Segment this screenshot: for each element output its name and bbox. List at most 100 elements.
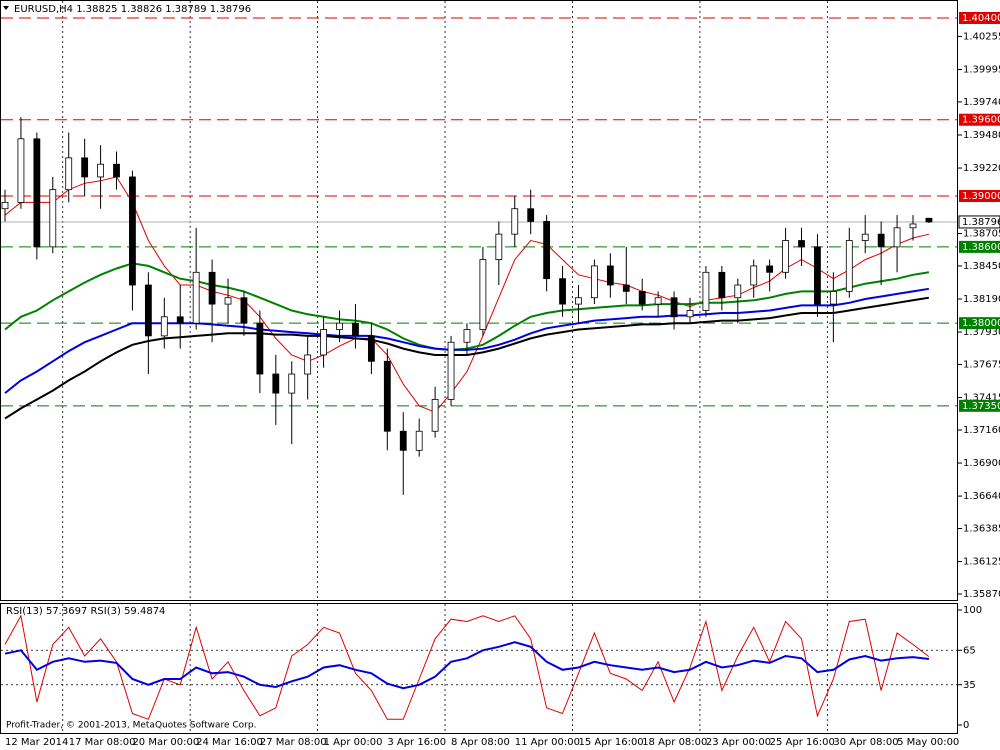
candle-body bbox=[81, 157, 89, 178]
candle-body bbox=[160, 316, 168, 337]
x-tick-label: 18 Apr 08:00 bbox=[642, 737, 707, 748]
candle-body bbox=[654, 297, 662, 305]
rsi-tick-label: 65 bbox=[963, 645, 976, 656]
candle-body bbox=[638, 290, 646, 305]
candle-body bbox=[113, 163, 120, 178]
y-tick-label: 1.37675 bbox=[963, 359, 1000, 370]
candle-body bbox=[431, 399, 439, 432]
y-tick-label: 1.38450 bbox=[963, 261, 1000, 272]
y-tick-label: 1.38705 bbox=[963, 229, 1000, 240]
candle-body bbox=[893, 227, 901, 248]
y-tick-label: 1.37930 bbox=[963, 327, 1000, 338]
x-tick-label: 17 Mar 08:00 bbox=[69, 737, 136, 748]
candle-body bbox=[129, 176, 136, 286]
y-tick-label: 1.36900 bbox=[963, 458, 1000, 469]
moving-average bbox=[4, 176, 930, 413]
level-label-box bbox=[959, 317, 1000, 330]
level-label-box bbox=[959, 12, 1000, 24]
level-label: 1.39600 bbox=[962, 115, 1000, 126]
candle-body bbox=[829, 290, 837, 305]
candle-body bbox=[304, 354, 312, 375]
candle-body bbox=[718, 271, 726, 299]
y-tick-label: 1.39480 bbox=[963, 130, 1000, 141]
moving-average bbox=[4, 296, 930, 420]
candle-body bbox=[176, 316, 184, 324]
candle-body bbox=[33, 138, 41, 248]
candle-body bbox=[734, 284, 742, 299]
candle-body bbox=[336, 322, 343, 330]
candle-body bbox=[543, 221, 551, 280]
candle-body bbox=[845, 240, 853, 292]
candle-body bbox=[447, 341, 455, 400]
level-label-box bbox=[959, 190, 1000, 203]
rsi-line bbox=[4, 614, 930, 720]
candle-body bbox=[925, 217, 933, 223]
candle-body bbox=[224, 297, 232, 305]
candle-body bbox=[320, 329, 328, 356]
candle-body bbox=[559, 278, 566, 305]
rsi-tick-label: 0 bbox=[963, 720, 969, 731]
level-label-box bbox=[959, 113, 1000, 126]
candle-body bbox=[591, 265, 598, 299]
level-label-box bbox=[959, 240, 1000, 253]
rsi-tick-label: 35 bbox=[963, 680, 976, 691]
candle-body bbox=[814, 246, 821, 305]
y-tick-label: 1.40255 bbox=[963, 31, 1000, 42]
x-tick-label: 30 Apr 08:00 bbox=[833, 737, 898, 748]
candle-body bbox=[511, 208, 519, 235]
candle-body bbox=[622, 284, 630, 292]
x-tick-label: 20 Mar 00:00 bbox=[132, 737, 199, 748]
header-arrow bbox=[3, 6, 9, 10]
candle-body bbox=[606, 265, 614, 286]
candle-body bbox=[479, 259, 487, 330]
candle-body bbox=[861, 233, 869, 241]
candle-body bbox=[352, 322, 359, 337]
x-tick-label: 25 Apr 16:00 bbox=[770, 737, 835, 748]
level-label: 1.40400 bbox=[962, 13, 1000, 24]
x-tick-label: 11 Apr 00:00 bbox=[515, 737, 580, 748]
x-tick-label: 8 Apr 08:00 bbox=[451, 737, 510, 748]
candle-body bbox=[256, 322, 264, 375]
candle-body bbox=[750, 265, 758, 286]
x-tick-label: 24 Mar 16:00 bbox=[196, 737, 263, 748]
candle-body bbox=[877, 233, 885, 248]
candle-body bbox=[782, 240, 789, 273]
candle-body bbox=[65, 157, 73, 191]
candle-body bbox=[766, 265, 774, 273]
x-tick-label: 23 Apr 00:00 bbox=[706, 737, 771, 748]
candle-body bbox=[463, 329, 471, 343]
rsi-line bbox=[4, 641, 930, 690]
candle-body bbox=[208, 271, 216, 305]
level-label-box bbox=[959, 399, 1000, 412]
y-tick-label: 1.39220 bbox=[963, 163, 1000, 174]
y-tick-label: 1.38190 bbox=[963, 294, 1000, 305]
y-tick-label: 1.36125 bbox=[963, 557, 1000, 568]
candle-body bbox=[527, 208, 535, 222]
candle-body bbox=[144, 284, 152, 337]
candle-body bbox=[909, 223, 917, 229]
candle-body bbox=[1, 201, 9, 210]
x-tick-label: 5 May 00:00 bbox=[897, 737, 959, 748]
y-tick-label: 1.35870 bbox=[963, 589, 1000, 600]
x-tick-label: 3 Apr 16:00 bbox=[387, 737, 446, 748]
candle-body bbox=[17, 138, 25, 203]
level-label: 1.39000 bbox=[962, 191, 1000, 202]
rsi-panel-frame bbox=[0, 603, 958, 734]
y-tick-label: 1.37415 bbox=[963, 393, 1000, 404]
rsi-tick-label: 100 bbox=[963, 605, 982, 616]
y-tick-label: 1.36640 bbox=[963, 491, 1000, 502]
level-label: 1.37350 bbox=[962, 401, 1000, 412]
candle-body bbox=[192, 271, 200, 324]
x-tick-label: 1 Apr 00:00 bbox=[324, 737, 383, 748]
candle-body bbox=[288, 373, 296, 394]
level-label: 1.38000 bbox=[962, 318, 1000, 329]
candle-body bbox=[49, 189, 57, 248]
candle-body bbox=[97, 163, 104, 178]
candle-body bbox=[670, 297, 678, 318]
y-tick-label: 1.39995 bbox=[963, 64, 1000, 75]
copyright-footer: Profit-Trader, © 2001-2013, MetaQuotes S… bbox=[6, 721, 256, 731]
rsi-header: RSI(13) 57.3697 RSI(3) 59.4874 bbox=[6, 606, 165, 617]
candle-body bbox=[240, 297, 248, 324]
